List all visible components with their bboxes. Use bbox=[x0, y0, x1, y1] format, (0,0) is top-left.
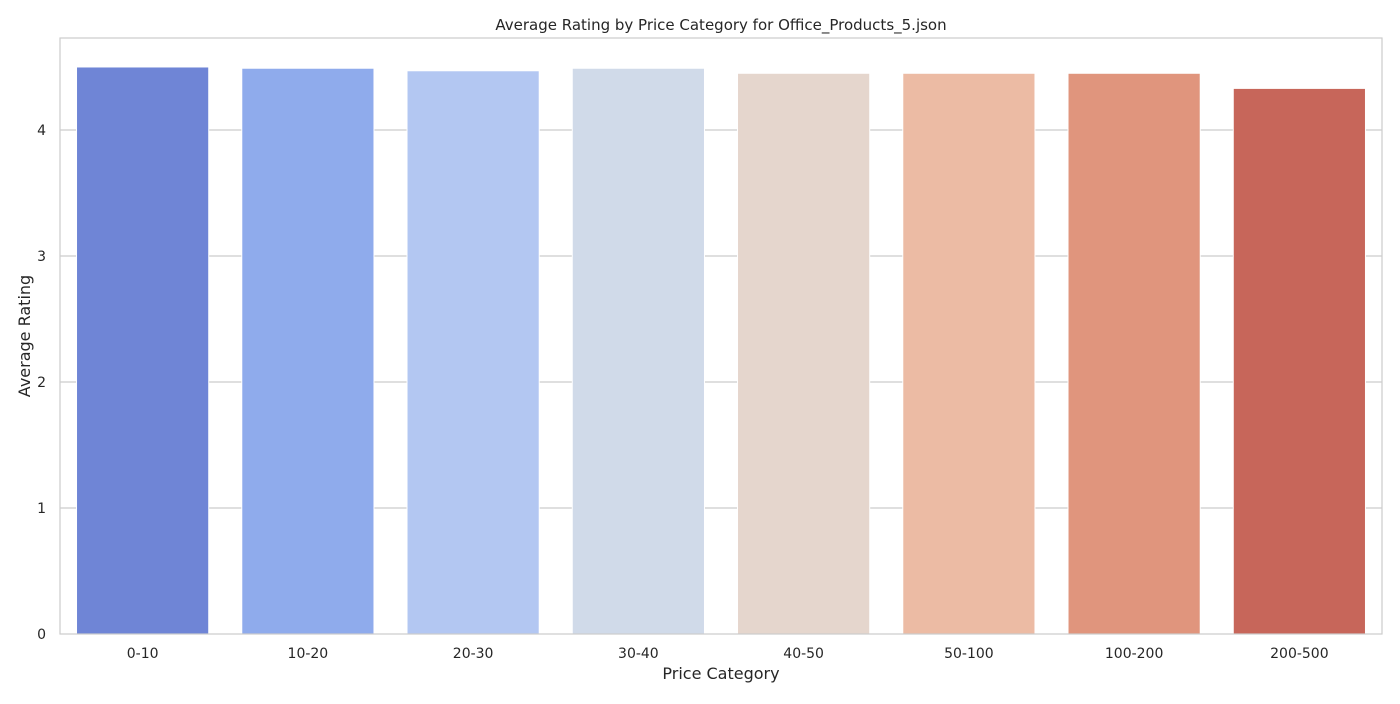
bar-100-200 bbox=[1067, 72, 1201, 635]
y-tick-label: 3 bbox=[37, 249, 46, 265]
x-tick-label: 20-30 bbox=[453, 646, 494, 662]
x-tick-label: 100-200 bbox=[1105, 646, 1164, 662]
bar-200-500 bbox=[1232, 87, 1366, 635]
bar-0-10 bbox=[76, 66, 210, 635]
x-tick-label: 200-500 bbox=[1270, 646, 1329, 662]
x-tick-label: 40-50 bbox=[783, 646, 824, 662]
x-tick-label: 50-100 bbox=[944, 646, 994, 662]
x-tick-labels: 0-10 10-20 20-30 30-40 40-50 50-100 100-200 200… bbox=[127, 646, 1329, 662]
bar-50-100 bbox=[902, 72, 1036, 635]
y-tick-label: 4 bbox=[37, 123, 46, 139]
bar-40-50 bbox=[737, 72, 871, 635]
plot-frame bbox=[59, 37, 1383, 635]
y-tick-labels: 0 1 2 3 4 bbox=[37, 123, 46, 643]
y-axis-label: Average Rating bbox=[15, 275, 34, 397]
y-tick-label: 0 bbox=[37, 627, 46, 643]
x-tick-label: 10-20 bbox=[288, 646, 329, 662]
x-tick-label: 30-40 bbox=[618, 646, 659, 662]
chart-title: Average Rating by Price Category for Off… bbox=[495, 16, 946, 35]
x-axis-label: Price Category bbox=[662, 664, 779, 683]
y-tick-label: 1 bbox=[37, 501, 46, 517]
bar-30-40 bbox=[571, 67, 705, 635]
bars bbox=[76, 66, 1366, 635]
x-tick-label: 0-10 bbox=[127, 646, 159, 662]
bar-10-20 bbox=[241, 67, 375, 635]
bar-20-30 bbox=[406, 70, 540, 635]
y-tick-label: 2 bbox=[37, 375, 46, 391]
